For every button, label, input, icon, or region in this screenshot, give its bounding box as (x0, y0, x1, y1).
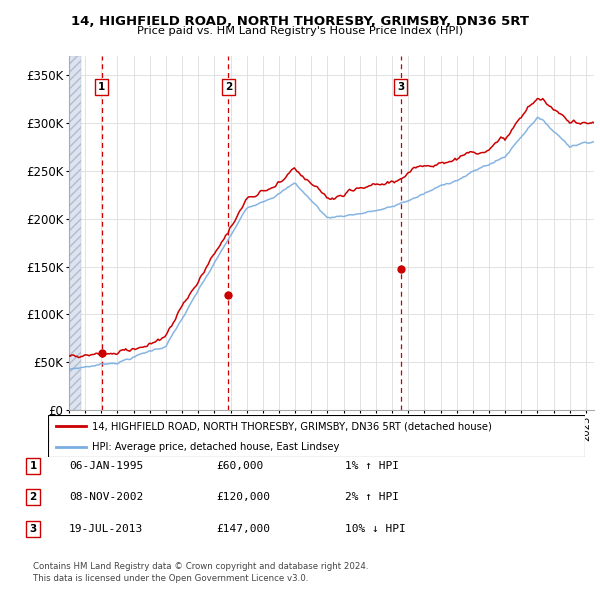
Text: 2% ↑ HPI: 2% ↑ HPI (345, 493, 399, 502)
Text: 08-NOV-2002: 08-NOV-2002 (69, 493, 143, 502)
Text: 1% ↑ HPI: 1% ↑ HPI (345, 461, 399, 471)
Text: 2: 2 (29, 493, 37, 502)
Text: 3: 3 (29, 524, 37, 533)
FancyBboxPatch shape (48, 415, 585, 457)
Text: 10% ↓ HPI: 10% ↓ HPI (345, 524, 406, 533)
Text: 14, HIGHFIELD ROAD, NORTH THORESBY, GRIMSBY, DN36 5RT: 14, HIGHFIELD ROAD, NORTH THORESBY, GRIM… (71, 15, 529, 28)
Text: 2: 2 (224, 81, 232, 91)
Text: 14, HIGHFIELD ROAD, NORTH THORESBY, GRIMSBY, DN36 5RT (detached house): 14, HIGHFIELD ROAD, NORTH THORESBY, GRIM… (92, 421, 492, 431)
Text: £60,000: £60,000 (216, 461, 263, 471)
Text: Contains HM Land Registry data © Crown copyright and database right 2024.
This d: Contains HM Land Registry data © Crown c… (33, 562, 368, 583)
Text: £120,000: £120,000 (216, 493, 270, 502)
Text: Price paid vs. HM Land Registry's House Price Index (HPI): Price paid vs. HM Land Registry's House … (137, 26, 463, 36)
Text: 1: 1 (98, 81, 106, 91)
Text: £147,000: £147,000 (216, 524, 270, 533)
Text: HPI: Average price, detached house, East Lindsey: HPI: Average price, detached house, East… (92, 442, 340, 451)
Text: 1: 1 (29, 461, 37, 471)
Text: 3: 3 (397, 81, 404, 91)
Text: 06-JAN-1995: 06-JAN-1995 (69, 461, 143, 471)
Text: 19-JUL-2013: 19-JUL-2013 (69, 524, 143, 533)
